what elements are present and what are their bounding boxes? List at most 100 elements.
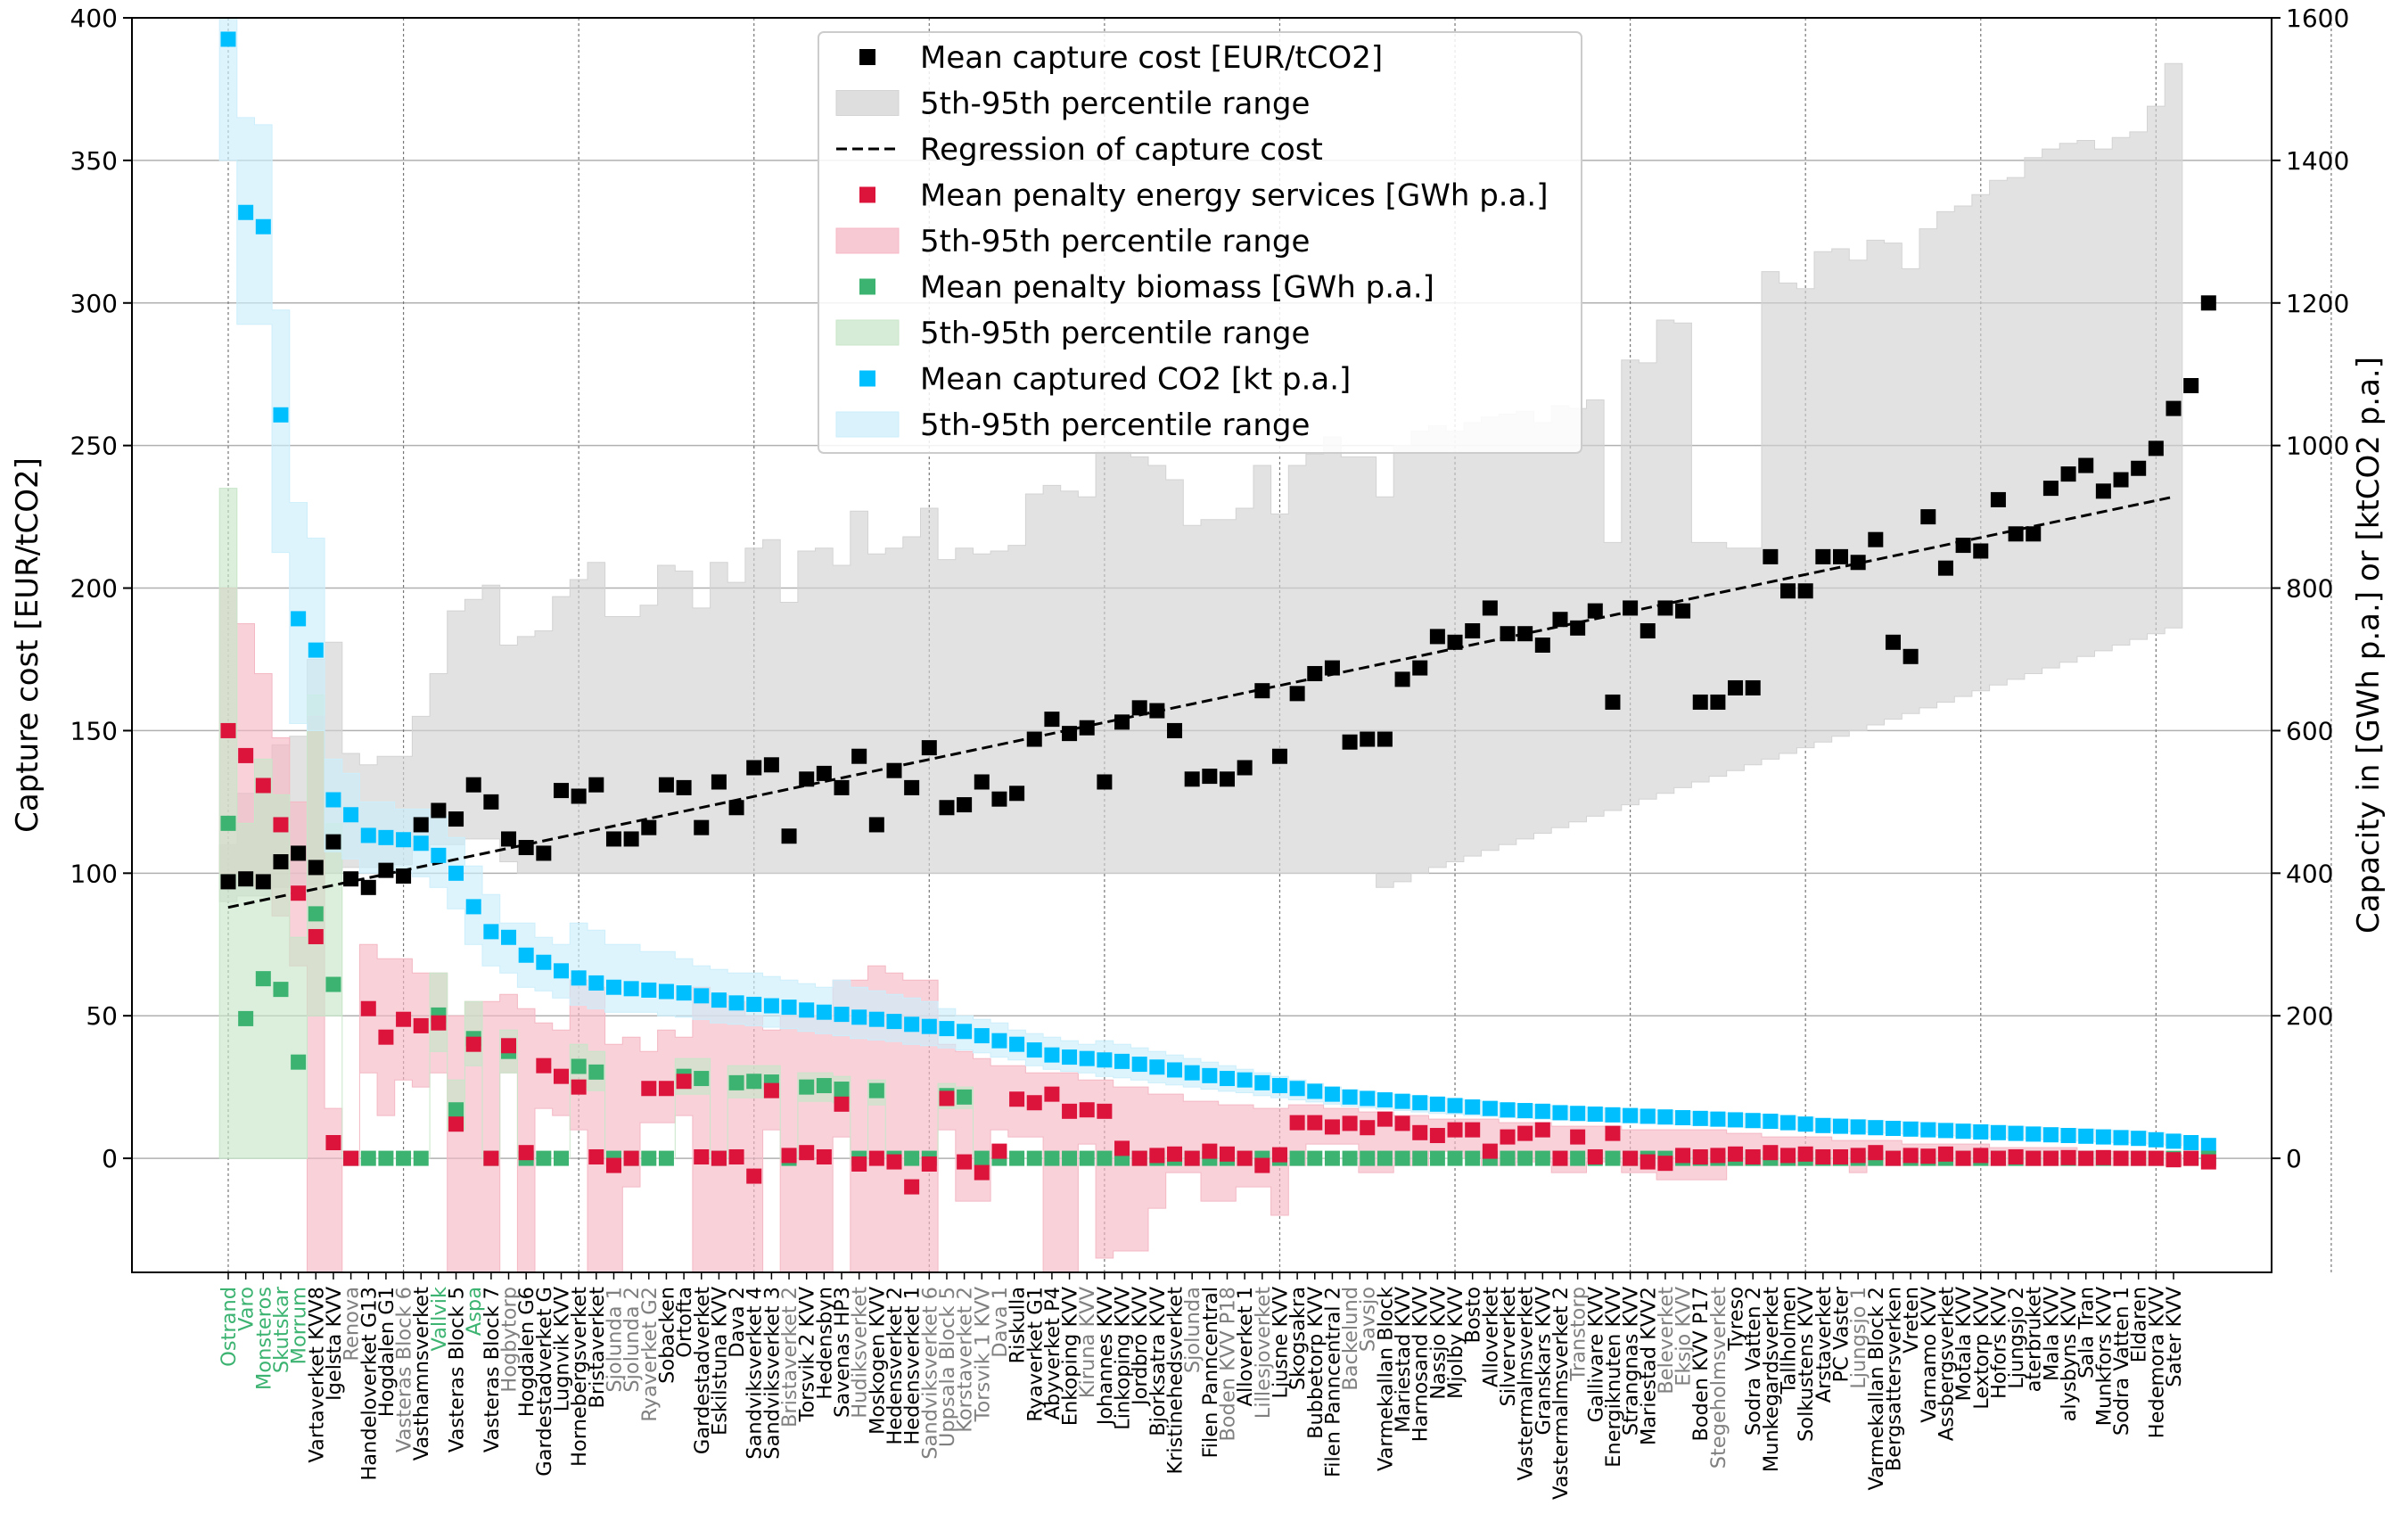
data-point: [1289, 1115, 1305, 1131]
data-point: [834, 1082, 850, 1098]
category-label: Solkustens KVV: [1795, 1286, 1818, 1442]
data-point: [2131, 1131, 2147, 1147]
regression-layer: [227, 495, 2174, 909]
data-point: [904, 1179, 920, 1195]
legend-label: Mean capture cost [EUR/tCO2]: [920, 40, 1383, 76]
data-point: [1342, 734, 1358, 750]
data-point: [2078, 1128, 2094, 1144]
data-point: [1517, 1125, 1533, 1141]
category-label: Moskogen KVV: [866, 1286, 889, 1435]
data-point: [291, 885, 307, 901]
data-point: [1465, 1150, 1481, 1166]
data-point: [2026, 526, 2042, 542]
data-point: [448, 1102, 464, 1118]
data-point: [1990, 491, 2006, 507]
data-point: [1868, 1120, 1884, 1136]
data-point: [641, 1081, 657, 1097]
data-point: [1692, 1110, 1708, 1126]
data-point: [238, 204, 254, 220]
data-point: [1447, 1150, 1463, 1166]
data-point: [746, 1168, 762, 1184]
data-point: [1026, 1042, 1042, 1058]
category-label: Vastermalmsverket 2: [1549, 1287, 1573, 1500]
data-point: [536, 1057, 552, 1074]
data-point: [431, 1015, 447, 1031]
data-point: [1552, 1105, 1568, 1121]
category-label: Jordbro KVV: [1129, 1286, 1152, 1407]
data-point: [2042, 1127, 2059, 1143]
data-point: [1710, 1148, 1726, 1164]
data-point: [1517, 1103, 1533, 1119]
data-point: [694, 1071, 710, 1087]
data-point: [799, 1002, 815, 1018]
data-point: [1623, 600, 1639, 616]
data-point: [1360, 1150, 1376, 1166]
data-point: [658, 1150, 674, 1166]
data-point: [868, 1082, 884, 1098]
data-point: [291, 1054, 307, 1070]
data-point: [343, 871, 359, 887]
data-point: [1833, 1118, 1849, 1134]
data-point: [2095, 1149, 2111, 1165]
category-label: Kristinehedsverket: [1164, 1287, 1188, 1475]
data-point: [2042, 1150, 2059, 1166]
category-label: Harnosand KVV: [1409, 1286, 1433, 1442]
data-point: [1657, 600, 1673, 616]
data-point: [1710, 1111, 1726, 1127]
data-point: [1237, 760, 1253, 776]
data-point: [536, 845, 552, 861]
category-label: Aspa: [463, 1287, 486, 1336]
data-point: [1237, 1150, 1253, 1166]
category-label: Granskars KVV: [1532, 1286, 1555, 1435]
data-point: [1763, 1145, 1779, 1161]
data-point: [1850, 1119, 1866, 1135]
category-label: Mariestad KVV: [1392, 1286, 1415, 1432]
data-point: [448, 865, 464, 881]
data-point: [1412, 660, 1428, 676]
data-point: [308, 642, 324, 658]
left-axis-tick-label: 300: [70, 289, 118, 318]
category-label: Mariestad KVV2: [1637, 1287, 1660, 1445]
data-point: [1482, 600, 1498, 616]
legend-box: [818, 31, 1582, 454]
category-label: Torsvik 2 KVV: [796, 1286, 819, 1422]
category-label: Beleverket: [1655, 1287, 1678, 1395]
category-label: Munkfors KVV: [2092, 1286, 2116, 1426]
data-point: [571, 970, 587, 986]
category-label: Transtorp: [1567, 1287, 1590, 1382]
data-point: [396, 832, 412, 848]
legend-label: Regression of capture cost: [920, 132, 1323, 168]
category-label: Varmekallan Block 2: [1865, 1287, 1888, 1491]
legend-patch: [835, 227, 900, 254]
category-label: Vartaverket KVV8: [305, 1287, 328, 1463]
data-point: [921, 740, 937, 756]
right-axis-tick-label: 800: [2286, 574, 2333, 604]
legend-label: 5th-95th percentile range: [920, 224, 1310, 259]
data-point: [1482, 1143, 1498, 1159]
legend-label: Mean penalty energy services [GWh p.a.]: [920, 178, 1549, 214]
data-point: [1149, 1148, 1165, 1164]
category-label: Tyreso: [1725, 1287, 1748, 1352]
data-point: [396, 868, 412, 885]
category-label: Morrum: [288, 1287, 311, 1364]
data-point: [360, 827, 376, 843]
data-point: [413, 817, 429, 833]
data-point: [360, 1000, 376, 1016]
category-label: Silververket: [1497, 1287, 1520, 1407]
data-point: [238, 1010, 254, 1026]
data-point: [1079, 1150, 1095, 1166]
data-point: [728, 995, 744, 1011]
data-point: [957, 1154, 973, 1170]
legend-label: Mean captured CO2 [kt p.a.]: [920, 362, 1351, 398]
data-point: [1307, 1150, 1323, 1166]
data-point: [1465, 1122, 1481, 1138]
data-point: [325, 976, 341, 992]
data-point: [1815, 1117, 1831, 1133]
data-point: [2095, 483, 2111, 499]
data-point: [1447, 1098, 1463, 1114]
data-point: [1184, 1065, 1200, 1081]
category-label: Korstaverket 2: [954, 1287, 977, 1433]
category-label: Varnamo KVV: [1918, 1286, 1941, 1422]
data-point: [2200, 1154, 2216, 1170]
data-point: [728, 1148, 744, 1164]
